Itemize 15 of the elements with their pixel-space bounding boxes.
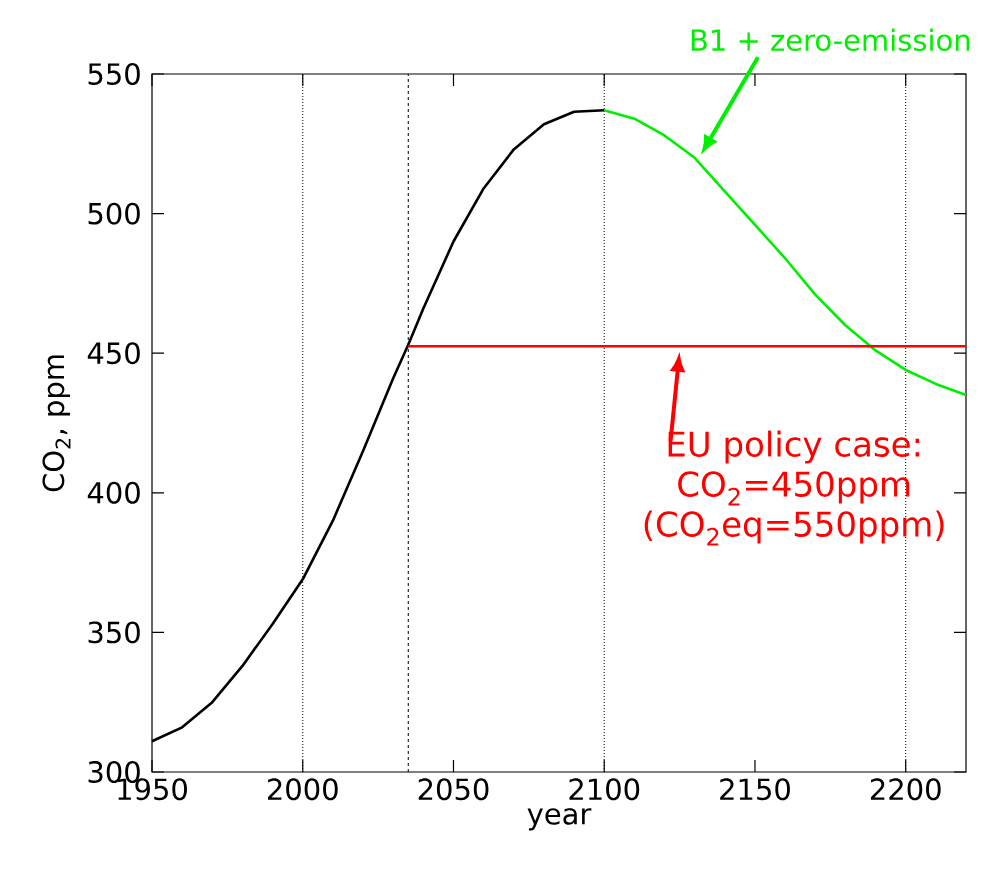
annotation: (CO$_{2}$eq=550ppm) bbox=[644, 510, 944, 546]
x-axis-title: year bbox=[527, 808, 592, 831]
x-tick-label: 2100 bbox=[569, 778, 640, 801]
x-tick-label: 2050 bbox=[418, 778, 489, 801]
x-tick-label: 2000 bbox=[267, 778, 338, 801]
y-tick-label: 350 bbox=[88, 621, 140, 644]
text: B1 + zero-emission bbox=[691, 28, 970, 52]
y-axis-title: CO$_{2}$, ppm bbox=[42, 355, 71, 492]
y-tick-label: 550 bbox=[88, 63, 140, 85]
y-tick-label: 450 bbox=[87, 342, 140, 365]
x-tick-label: 2150 bbox=[720, 778, 790, 801]
y-tick-label: 400 bbox=[87, 481, 140, 504]
y-tick-label: 500 bbox=[88, 202, 140, 225]
annotation: CO$_{2}$=450ppm bbox=[678, 471, 910, 506]
x-tick-label: 2200 bbox=[870, 778, 941, 801]
